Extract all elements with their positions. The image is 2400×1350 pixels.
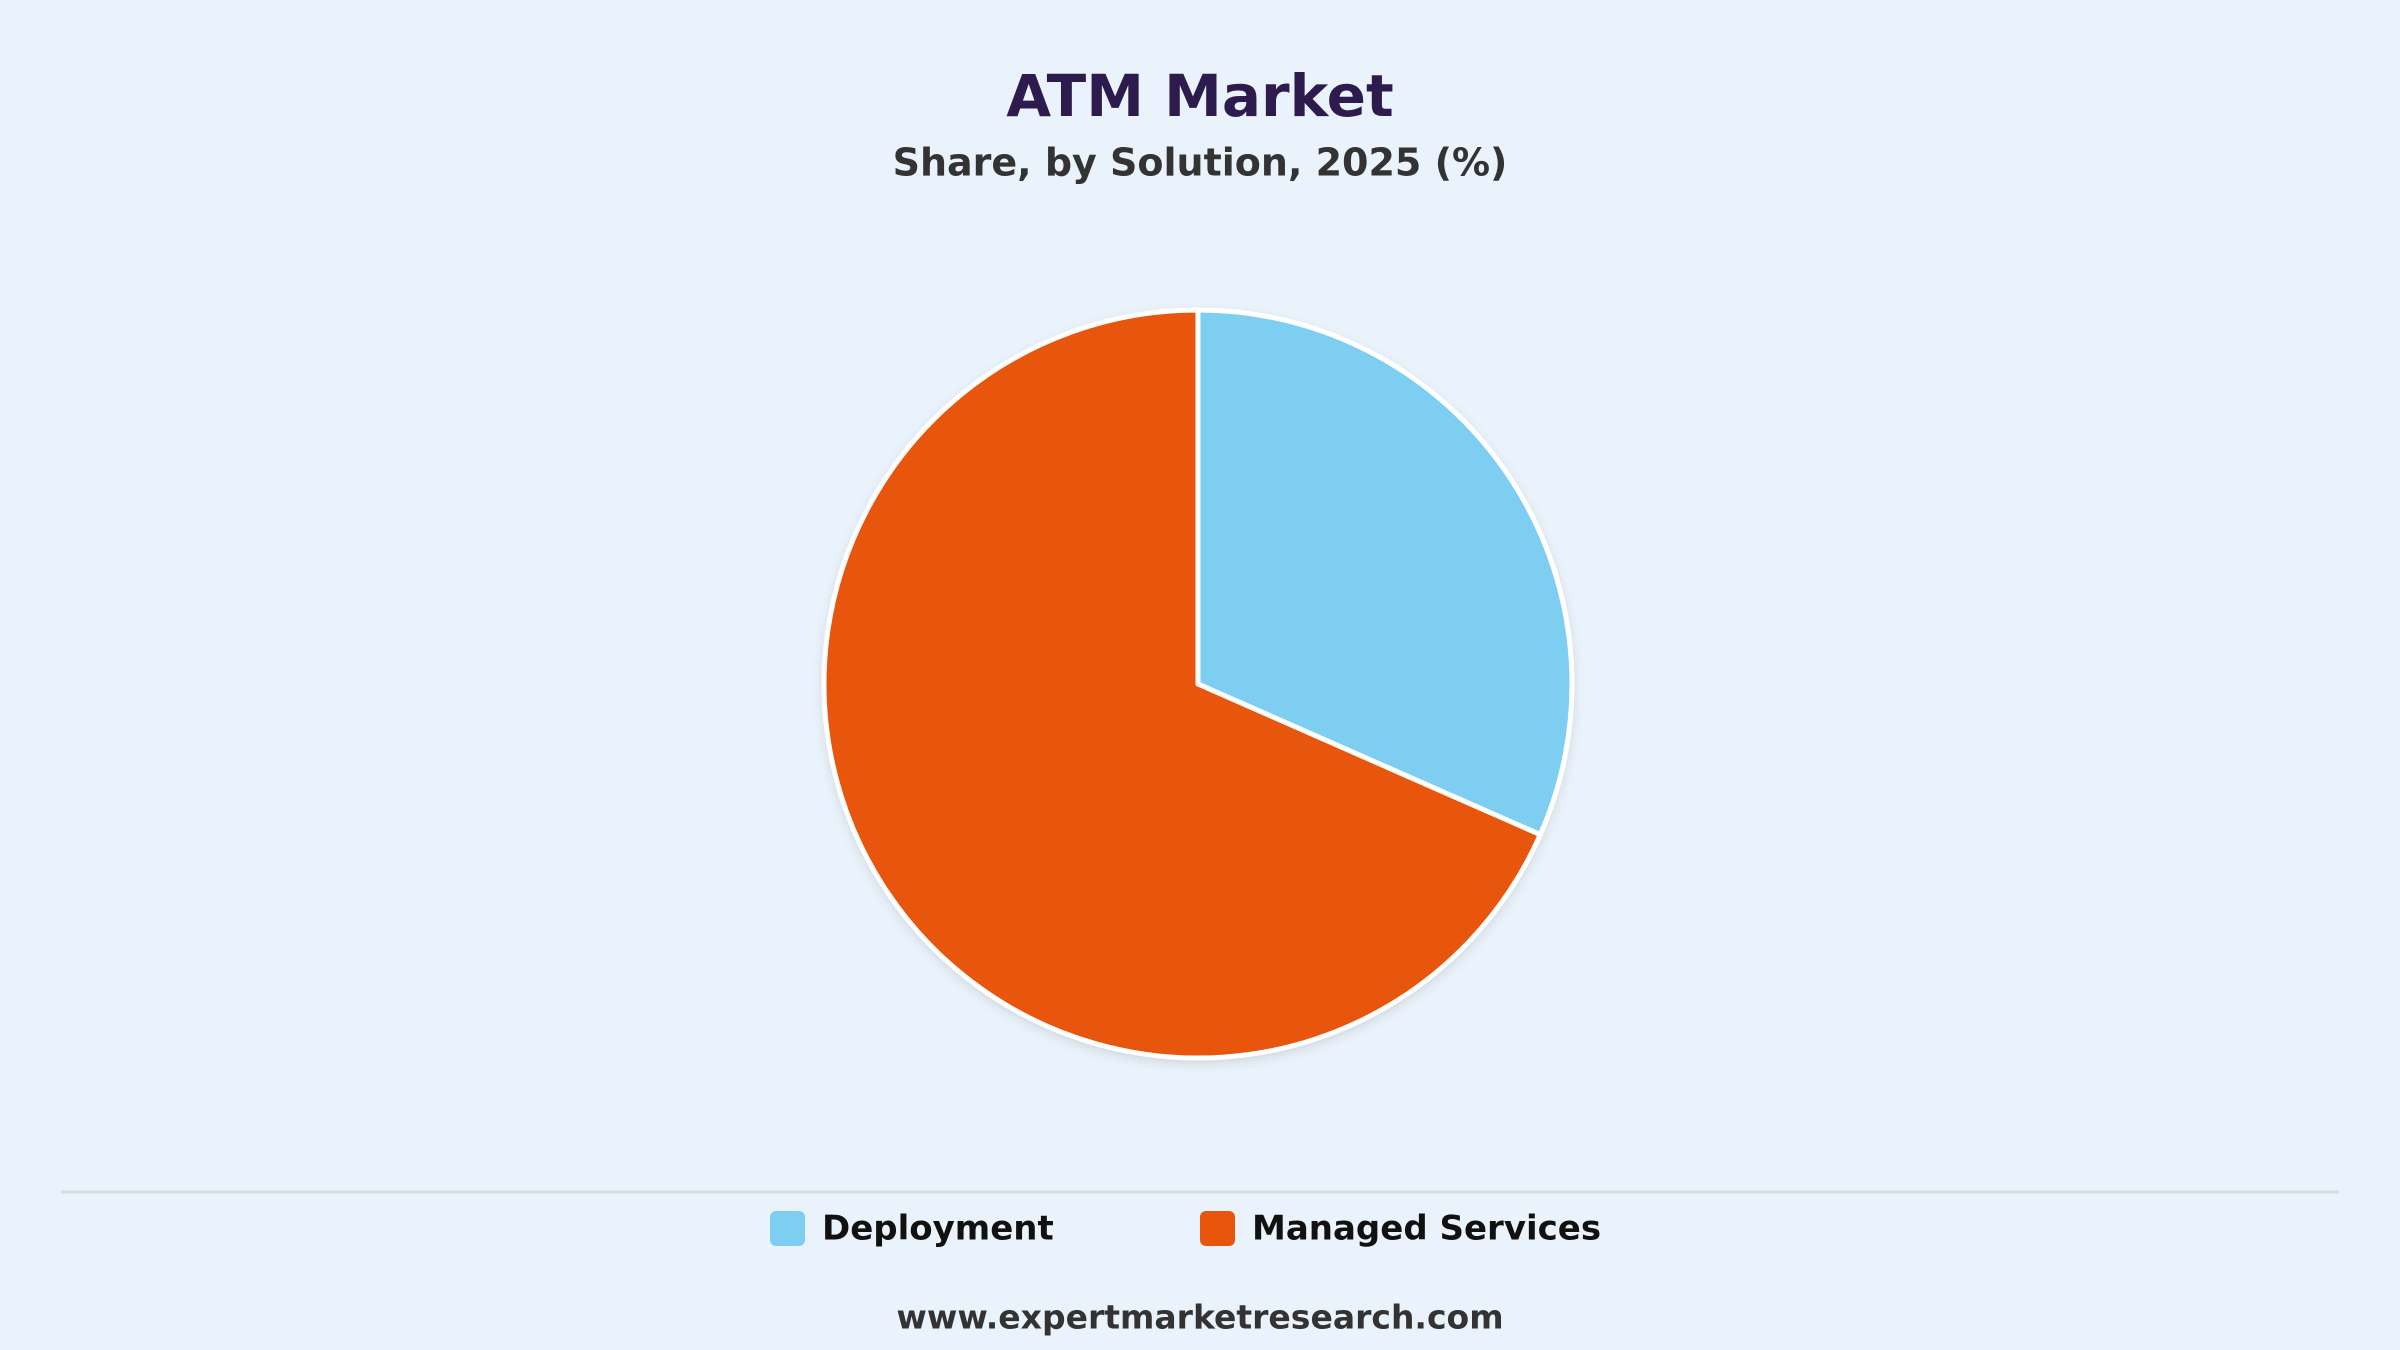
pie-slice [821,307,1543,1061]
pie-slice [1195,307,1575,838]
source: www.expertmarketresearch.com [896,1298,1503,1337]
legend-swatch [770,1211,805,1246]
legend-label: Deployment [822,1209,1054,1249]
legend-label: Managed Services [1252,1209,1601,1249]
chart-subtitle: Share, by Solution, 2025 (%) [893,141,1508,185]
chart-title: ATM Market [1006,62,1393,130]
legend: Deployment Managed Services [770,1209,1601,1249]
pie [821,307,1575,1061]
legend-swatch [1200,1211,1235,1246]
